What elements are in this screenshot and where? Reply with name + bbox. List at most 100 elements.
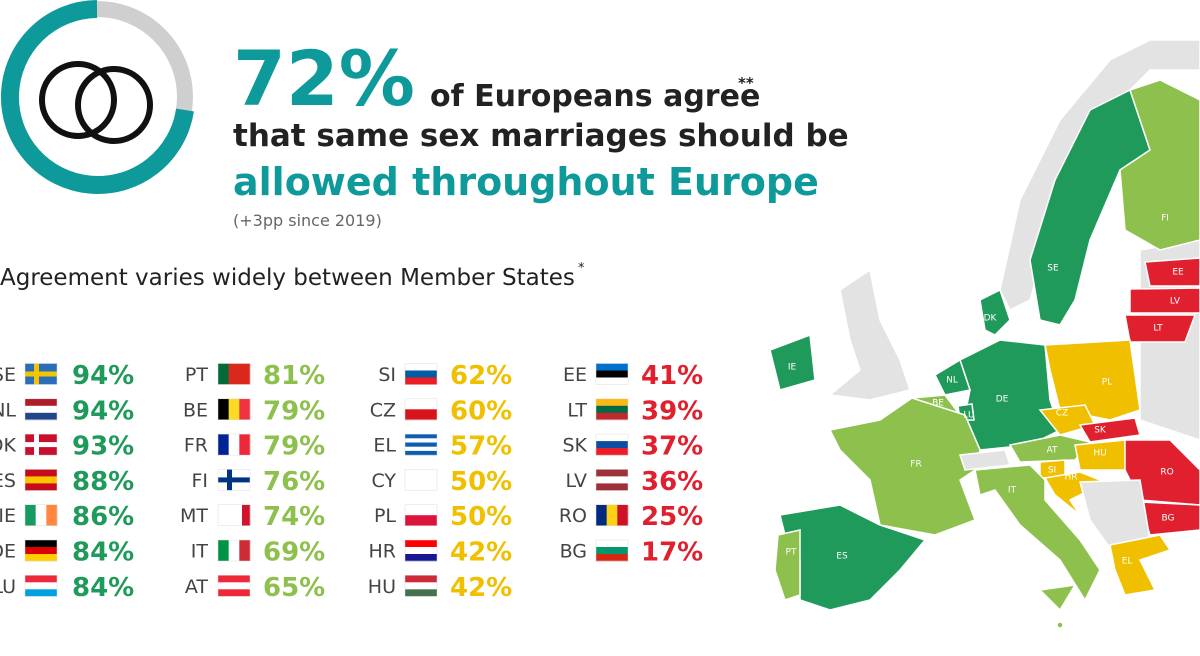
- flag-part: [405, 442, 437, 447]
- flag-part: [234, 504, 243, 526]
- map-label: FR: [910, 460, 921, 470]
- country-code: FR: [184, 435, 208, 457]
- flag: [595, 363, 629, 385]
- flag-border: [595, 398, 629, 421]
- country-code: PT: [185, 364, 208, 386]
- country-code: MT: [180, 505, 208, 527]
- map-region: [1144, 257, 1200, 287]
- map-region: [1124, 439, 1200, 506]
- flag-part: [25, 582, 57, 590]
- flag-border: [404, 469, 438, 491]
- country-code: FI: [191, 470, 208, 492]
- country-code: DE: [0, 541, 16, 563]
- flag-part: [405, 438, 437, 443]
- flag-part: [405, 377, 437, 385]
- country-code: PL: [374, 505, 396, 527]
- map-label: BG: [1162, 514, 1175, 524]
- flag: [595, 398, 629, 421]
- flag-part: [405, 589, 437, 597]
- country-value: 84%: [72, 573, 134, 603]
- flag-part: [218, 504, 227, 526]
- map-region: [828, 268, 911, 401]
- map-region: [1044, 339, 1141, 421]
- flag-part: [239, 434, 251, 456]
- flag-part: [405, 409, 437, 421]
- country-code: DK: [0, 435, 17, 457]
- map-region: [1038, 584, 1077, 612]
- map-label: PT: [786, 548, 797, 558]
- map-region: [999, 39, 1200, 312]
- country-value: 17%: [641, 538, 703, 568]
- country-code: BE: [183, 399, 208, 421]
- flag-part: [25, 371, 57, 377]
- flag-border: [24, 539, 58, 562]
- map-label: CZ: [1056, 409, 1068, 419]
- flag-border: [24, 469, 58, 491]
- map-label: LT: [1153, 324, 1163, 334]
- flag: [404, 398, 438, 421]
- flag-border: [595, 539, 629, 562]
- map-region: [974, 464, 1101, 602]
- flag-part: [596, 448, 628, 456]
- country-value: 88%: [72, 467, 134, 497]
- flag-part: [218, 398, 229, 420]
- country-value: 39%: [641, 396, 703, 426]
- flag-border: [404, 575, 438, 597]
- flag-border: [217, 575, 251, 597]
- flag-border: [24, 398, 58, 421]
- flag-part: [405, 398, 437, 410]
- flag-part: [35, 504, 47, 526]
- flag-part: [25, 554, 57, 562]
- country-code: BG: [560, 541, 587, 563]
- country-code: NL: [0, 399, 16, 421]
- flag: [24, 575, 58, 597]
- map-label: AT: [1047, 446, 1058, 456]
- flag-border: [404, 539, 438, 562]
- flag-part: [596, 370, 628, 378]
- flag-border: [24, 504, 58, 526]
- map-label: FI: [1161, 214, 1169, 224]
- map-label: EE: [1172, 268, 1184, 278]
- flag-part: [228, 363, 240, 385]
- map-label: SK: [1094, 426, 1107, 436]
- map-label: NL: [946, 376, 958, 386]
- map-label: DK: [984, 314, 998, 324]
- flag-part: [25, 483, 57, 491]
- country-value: 42%: [450, 538, 512, 568]
- country-value: 57%: [450, 432, 512, 462]
- country-code: RO: [559, 505, 587, 527]
- flag-part: [405, 582, 437, 590]
- country-value: 93%: [72, 432, 134, 462]
- flag-part: [596, 434, 628, 442]
- flag: [24, 539, 58, 562]
- map-region: [769, 333, 816, 391]
- country-code: IE: [0, 505, 16, 527]
- flag-border: [595, 433, 629, 456]
- map-label: PL: [1102, 378, 1112, 388]
- country-value: 42%: [450, 573, 512, 603]
- flag-border: [595, 469, 629, 491]
- flag-part: [405, 479, 437, 491]
- flag-part: [25, 405, 57, 414]
- flag-part: [405, 554, 437, 562]
- flag-border: [595, 504, 629, 526]
- country-code: CY: [371, 470, 396, 492]
- country-value: 94%: [72, 396, 134, 426]
- flag-part: [25, 589, 57, 597]
- country-code: CZ: [370, 399, 396, 421]
- flag-part: [218, 540, 229, 561]
- headline-line2: that same sex marriages should be: [233, 118, 849, 154]
- flag: [24, 469, 58, 491]
- flag-part: [218, 575, 250, 583]
- flag-part: [596, 398, 628, 407]
- map-region: [1129, 287, 1200, 314]
- map-region: [959, 339, 1061, 451]
- flag: [595, 539, 629, 562]
- map: [769, 39, 1200, 629]
- flag-part: [46, 504, 58, 526]
- flag-part: [596, 377, 628, 385]
- flag-part: [226, 504, 235, 526]
- subtitle-mark: *: [578, 261, 585, 276]
- map-region: [958, 449, 1012, 471]
